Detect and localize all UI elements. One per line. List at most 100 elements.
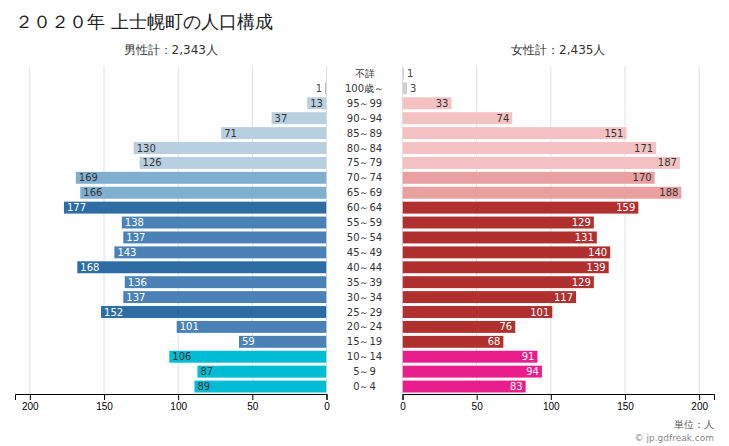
tick-mark [625,394,626,400]
bar [403,261,609,273]
bar [403,82,407,94]
tick: 100 [543,394,560,412]
data-label: 159 [616,202,635,213]
bar [403,291,577,303]
data-label: 131 [575,232,594,243]
category-label: 95～99 [347,98,382,109]
category-label: 55～59 [347,217,382,228]
bar [403,67,404,79]
data-label: 169 [79,172,98,183]
bar [77,261,326,273]
category-label: 40～44 [347,262,382,273]
tick-label: 50 [472,401,484,412]
tick-mark [252,394,253,400]
data-label: 152 [104,307,123,318]
category-label: 75～79 [347,157,382,168]
bar [403,351,538,363]
tick-label: 200 [691,401,708,412]
data-label: 143 [117,247,136,258]
data-labels: 1133771130126169166177138137143168136137… [67,83,323,392]
data-label: 139 [587,262,606,273]
bar [403,276,594,288]
bar [403,321,516,333]
tick-mark [699,394,700,400]
bar [403,187,682,199]
bar [221,127,326,139]
category-label: 80～84 [347,143,382,154]
bar [403,172,655,184]
bar [123,231,326,243]
bar [403,157,680,169]
bar [123,291,326,303]
annotation: 単位：人 [674,419,714,430]
data-label: 117 [554,292,573,303]
category-label: 35～39 [347,277,382,288]
data-label: 137 [126,292,145,303]
data-label: 101 [180,321,199,332]
bar [64,202,327,214]
x-axis: 050100150200 [16,394,331,412]
axis-line [16,395,328,401]
chart: ２０２０年 上士幌町の人口構成男性計：2,343人女性計：2,435人単位：人©… [0,0,729,446]
grid-line [29,66,30,394]
data-label: 137 [126,232,145,243]
bar [403,142,657,154]
bar [403,381,526,393]
data-label: 1 [316,83,322,94]
tick: 50 [472,394,484,412]
tick: 100 [170,394,187,412]
tick-label: 0 [400,401,406,412]
category-label: 45～49 [347,247,382,258]
category-label: 85～89 [347,128,382,139]
right-panel: 1333741511711871701881591291311401391291… [400,66,714,412]
data-label: 59 [242,336,255,347]
bar [325,82,326,94]
bar [169,351,326,363]
bar [114,246,326,258]
tick: 150 [96,394,113,412]
bars [64,82,327,392]
tick: 150 [617,394,634,412]
tick: 200 [22,394,39,412]
data-label: 94 [526,366,539,377]
data-label: 136 [128,277,147,288]
tick-label: 150 [96,401,113,412]
data-label: 106 [172,351,191,362]
data-label: 83 [510,381,523,392]
data-label: 33 [436,98,449,109]
data-label: 151 [604,128,623,139]
tick: 0 [400,394,406,412]
x-axis: 0 50 100 150 200 [400,394,714,412]
data-label: 1 [407,68,413,79]
category-label: 15～19 [347,336,382,347]
grid [30,66,327,394]
bar [101,306,326,318]
bar [272,112,327,124]
tick-mark [551,394,552,400]
bar [307,97,326,109]
data-label: 13 [310,98,323,109]
data-label: 166 [83,187,102,198]
bar [403,217,594,229]
data-label: 129 [572,277,591,288]
tick-mark [178,394,179,400]
category-label: 5～9 [353,366,376,377]
annotation: © jp.gdfreak.com [635,433,714,443]
bar [403,306,553,318]
data-label: 74 [497,113,510,124]
grid-line [625,66,626,394]
tick-mark [477,394,478,400]
data-label: 76 [499,321,512,332]
data-label: 171 [634,143,653,154]
tick-mark [403,394,404,400]
data-label: 37 [275,113,288,124]
title: ２０２０年 上士幌町の人口構成 [15,11,273,32]
tick-label: 200 [22,401,39,412]
data-label: 89 [197,381,210,392]
category-label: 25～29 [347,307,382,318]
category-label: 100歳～ [345,83,384,94]
data-label: 3 [410,83,416,94]
bar [239,336,327,348]
data-label: 168 [80,262,99,273]
tick-mark [104,394,105,400]
